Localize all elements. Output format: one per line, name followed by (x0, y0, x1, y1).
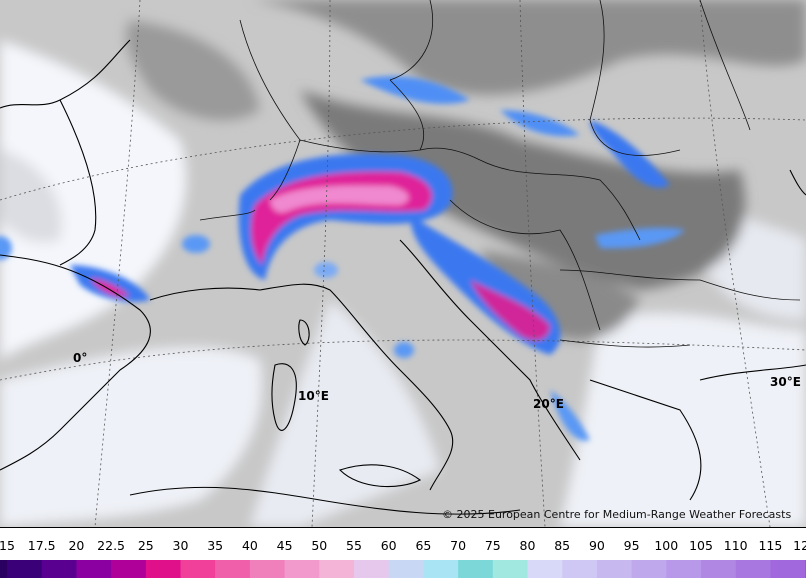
colorbar-swatch (666, 560, 702, 578)
colorbar-swatch (76, 560, 112, 578)
colorbar-swatch (458, 560, 494, 578)
colorbar-swatch (735, 560, 771, 578)
colorbar-tick-label: 17.5 (28, 538, 56, 553)
colorbar-tick-label: 40 (242, 538, 258, 553)
colorbar-swatch (354, 560, 390, 578)
colorbar-swatch (492, 560, 528, 578)
colorbar-swatch (111, 560, 147, 578)
lon-label: 20°E (533, 397, 564, 411)
colorbar-tick-label: 25 (138, 538, 154, 553)
colorbar-tick-label: 20 (68, 538, 84, 553)
coastlines (0, 39, 806, 515)
colorbar-swatch (388, 560, 424, 578)
colorbar-tick-label: 50 (311, 538, 327, 553)
copyright: © 2025 European Centre for Medium-Range … (442, 508, 791, 521)
colorbar-tick-label: 55 (346, 538, 362, 553)
colorbar-swatch (249, 560, 286, 578)
colorbar-swatch (284, 560, 320, 578)
colorbar-swatch (215, 560, 251, 578)
colorbar-tick-label: 45 (277, 538, 293, 553)
colorbar-lead (0, 560, 7, 578)
colorbar-swatch (631, 560, 667, 578)
colorbar-swatch (701, 560, 737, 578)
colorbar-swatch (423, 560, 459, 578)
colorbar-swatch (41, 560, 77, 578)
colorbar-tick-label: 105 (689, 538, 713, 553)
colorbar-swatch (562, 560, 598, 578)
colorbar-tick-label: 30 (173, 538, 189, 553)
map-field (0, 0, 806, 527)
colorbar-tick-label: 75 (485, 538, 501, 553)
colorbar-tick-label: 15 (0, 538, 15, 553)
colorbar-tick-label: 120 (793, 538, 806, 553)
colorbar-tick-label: 90 (589, 538, 605, 553)
colorbar-tick-label: 35 (207, 538, 223, 553)
colorbar-tick-label: 22.5 (97, 538, 125, 553)
colorbar-swatch (180, 560, 216, 578)
colorbar-tick-label: 70 (450, 538, 466, 553)
colorbar-tick-label: 115 (758, 538, 782, 553)
colorbar-tick-label: 100 (654, 538, 678, 553)
lon-label: 0° (73, 351, 87, 365)
lon-label: 30°E (770, 375, 801, 389)
grid (0, 0, 806, 527)
colorbar-swatch (145, 560, 181, 578)
colorbar: 15 17.5 20 22.5 25 30 35 40 45 50 55 60 65 70 75 80 85 90… (0, 538, 806, 578)
colorbar-swatch (596, 560, 633, 578)
colorbar-swatch (7, 560, 43, 578)
colorbar-swatch (319, 560, 355, 578)
colorbar-tick-label: 110 (724, 538, 748, 553)
colorbar-tick-label: 65 (415, 538, 431, 553)
colorbar-swatch (527, 560, 563, 578)
borders (199, 0, 801, 348)
colorbar-tick-label: 95 (624, 538, 640, 553)
colorbar-tick-label: 80 (520, 538, 536, 553)
lon-label: 10°E (298, 389, 329, 403)
colorbar-tick-label: 60 (381, 538, 397, 553)
colorbar-swatch (770, 560, 806, 578)
colorbar-tick-label: 85 (554, 538, 570, 553)
